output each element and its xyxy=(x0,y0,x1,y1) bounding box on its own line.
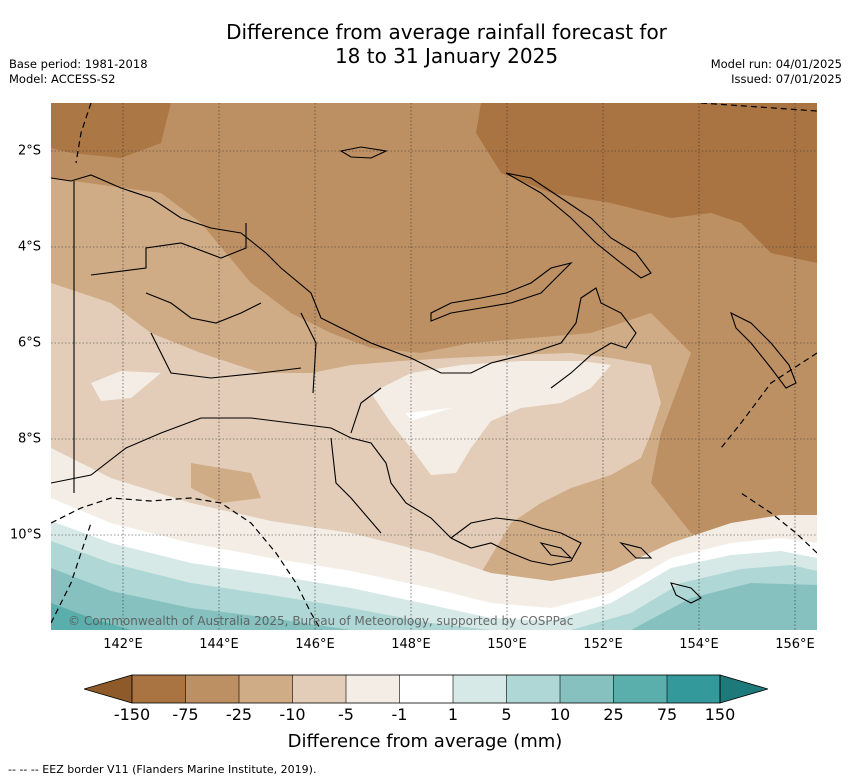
coastlines xyxy=(51,146,797,604)
shade-northwest-dry xyxy=(51,103,171,158)
colorbar-tick: -5 xyxy=(338,705,354,724)
lon-label-146: 146°E xyxy=(295,637,335,652)
colorbar-seg-2 xyxy=(185,675,239,703)
colorbar-arrow-left xyxy=(84,674,133,704)
lon-label-152: 152°E xyxy=(583,637,623,652)
map-svg xyxy=(51,103,817,630)
lat-label-4s: 4°S xyxy=(18,239,42,255)
colorbar-title: Difference from average (mm) xyxy=(287,731,563,752)
shade-south-wet3 xyxy=(51,568,817,630)
shade-center-white xyxy=(406,408,451,421)
colorbar xyxy=(84,674,768,704)
colorbar-tick: -10 xyxy=(279,705,306,724)
lat-label-6s: 6°S xyxy=(18,335,42,351)
colorbar-tick: 5 xyxy=(501,705,512,724)
colorbar-seg-7 xyxy=(453,675,507,703)
eez-borders xyxy=(51,103,817,630)
colorbar-seg-3 xyxy=(239,675,293,703)
colorbar-tick: -1 xyxy=(391,705,408,724)
lon-label-142: 142°E xyxy=(103,637,143,652)
copyright-notice: © Commonwealth of Australia 2025, Bureau… xyxy=(68,614,574,628)
lat-label-8s: 8°S xyxy=(18,431,42,447)
lat-label-10s: 10°S xyxy=(10,527,42,543)
colorbar-seg-9 xyxy=(560,675,614,703)
colorbar-arrow-right xyxy=(719,674,768,704)
shade-south-drier xyxy=(191,463,261,503)
colorbar-dividers xyxy=(185,675,668,703)
lon-label-148: 148°E xyxy=(391,637,431,652)
eez-footnote: -- -- -- EEZ border V11 (Flanders Marine… xyxy=(8,763,317,776)
rainfall-anomaly-map xyxy=(51,103,817,630)
colorbar-tick: -150 xyxy=(113,705,151,724)
colorbar-tick: -25 xyxy=(225,705,253,724)
lon-label-156: 156°E xyxy=(775,637,815,652)
shade-south-wet2 xyxy=(51,541,817,630)
lon-label-144: 144°E xyxy=(199,637,239,652)
shade-west-pale xyxy=(91,371,161,401)
lon-label-154: 154°E xyxy=(679,637,719,652)
shade-south-wet4 xyxy=(51,603,131,630)
colorbar-seg-11 xyxy=(667,675,720,703)
shade-center-pale xyxy=(371,361,611,475)
meta-right: Model run: 04/01/2025 Issued: 07/01/2025 xyxy=(711,57,842,87)
meta-left: Base period: 1981-2018 Model: ACCESS-S2 xyxy=(9,57,148,87)
model-name: Model: ACCESS-S2 xyxy=(9,72,116,86)
colorbar-seg-5 xyxy=(346,675,400,703)
colorbar-seg-8 xyxy=(506,675,560,703)
base-period: Base period: 1981-2018 xyxy=(9,57,148,71)
lon-label-150: 150°E xyxy=(487,637,527,652)
map-title-line2: 18 to 31 January 2025 xyxy=(334,44,559,68)
colorbar-tick: 75 xyxy=(656,705,678,724)
colorbar-tick: 10 xyxy=(549,705,571,724)
colorbar-tick: 1 xyxy=(447,705,459,724)
colorbar-tick: 25 xyxy=(603,705,624,724)
map-title-line1: Difference from average rainfall forecas… xyxy=(226,20,667,44)
colorbar-seg-1 xyxy=(132,675,186,703)
colorbar-outline xyxy=(131,674,721,704)
colorbar-seg-4 xyxy=(292,675,346,703)
colorbar-tick: -75 xyxy=(172,705,199,724)
colorbar-tick: 150 xyxy=(704,705,736,724)
map-title: Difference from average rainfall forecas… xyxy=(0,20,850,68)
model-run: Model run: 04/01/2025 xyxy=(710,57,842,71)
graticule xyxy=(51,103,817,630)
issued-date: Issued: 07/01/2025 xyxy=(731,72,842,86)
lat-label-2s: 2°S xyxy=(18,143,42,159)
colorbar-seg-6 xyxy=(399,675,453,703)
shade-northeast-driest xyxy=(476,103,817,263)
colorbar-seg-10 xyxy=(613,675,667,703)
shade-north-drier xyxy=(51,103,817,558)
